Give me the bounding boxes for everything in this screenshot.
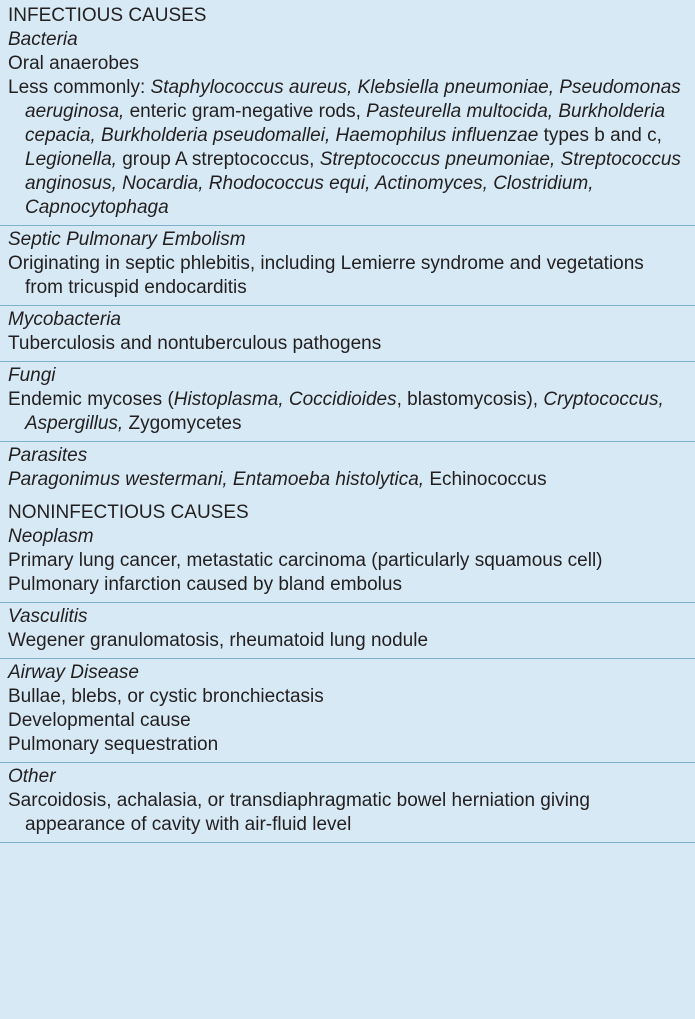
causes-table: INFECTIOUS CAUSES Bacteria Oral anaerobes L… [0,5,695,843]
cause-group: Fungi Endemic mycoses (Histoplasma, Cocci… [0,361,695,441]
group-subheading: Parasites [8,445,88,466]
text-run: group A streptococcus, [116,149,320,170]
cause-group: Parasites Paragonimus westermani, Entamoe… [0,441,695,497]
group-subheading: Vasculitis [8,606,88,627]
cause-entry: Originating in septic phlebitis, includi… [8,252,687,300]
cause-entry: Wegener granulomatosis, rheumatoid lung … [8,629,687,653]
cause-group: Neoplasm Primary lung cancer, metastatic … [0,525,695,602]
cause-group: Airway Disease Bullae, blebs, or cystic b… [0,658,695,762]
text-run: Primary lung cancer, metastatic carcinom… [8,550,603,571]
group-subheading: Septic Pulmonary Embolism [8,229,246,250]
group-subheading: Mycobacteria [8,309,121,330]
text-run: enteric gram-negative rods, [124,101,367,122]
cause-group: Other Sarcoidosis, achalasia, or transdia… [0,762,695,842]
section-heading: NONINFECTIOUS CAUSES [8,502,249,523]
text-run: Less commonly: [8,77,151,98]
text-run: Developmental cause [8,710,191,731]
cause-entry: Bullae, blebs, or cystic bronchiectasis [8,685,687,709]
cause-group: Bacteria Oral anaerobes Less commonly: Sta… [0,28,695,225]
cause-entry: Primary lung cancer, metastatic carcinom… [8,549,687,573]
text-run: Wegener granulomatosis, rheumatoid lung … [8,630,429,651]
group-subheading: Other [8,766,56,787]
cause-entry: Developmental cause [8,709,687,733]
group-subheading: Airway Disease [8,662,139,683]
cause-entry: Oral anaerobes [8,52,687,76]
bottom-rule [0,842,695,843]
cause-entry: Paragonimus westermani, Entamoeba histol… [8,468,687,492]
text-run: Echinococcus [424,469,547,490]
text-run: Tuberculosis and nontuberculous pathogen… [8,333,382,354]
italic-text: Histoplasma, Coccidioides [173,389,397,410]
group-subheading: Fungi [8,365,56,386]
text-run: Oral anaerobes [8,53,139,74]
text-run: , blastomycosis), [396,389,544,410]
cause-group: Septic Pulmonary Embolism Originating in … [0,225,695,305]
text-run: Pulmonary infarction caused by bland emb… [8,574,402,595]
italic-text: Legionella, [25,149,117,170]
group-subheading: Neoplasm [8,526,94,547]
text-run: Originating in septic phlebitis, includi… [8,253,644,298]
text-run: Sarcoidosis, achalasia, or transdiaphrag… [8,790,590,835]
cause-entry: Pulmonary infarction caused by bland emb… [8,573,687,597]
cause-entry: Pulmonary sequestration [8,733,687,757]
italic-text: Paragonimus westermani, Entamoeba histol… [8,469,425,490]
text-run: Bullae, blebs, or cystic bronchiectasis [8,686,324,707]
italic-text: Staphylococcus aureus, Klebsiella pneumo… [25,77,681,122]
cause-entry: Tuberculosis and nontuberculous pathogen… [8,332,687,356]
text-run: Pulmonary sequestration [8,734,219,755]
cause-entry: Less commonly: Staphylococcus aureus, Kl… [8,76,687,220]
italic-text: Streptococcus pneumoniae, Streptococcus … [25,149,681,218]
italic-text: Pasteurella multocida, Burkholderia cepa… [25,101,666,146]
cause-group: Vasculitis Wegener granulomatosis, rheuma… [0,602,695,658]
text-run: Zygomycetes [123,413,242,434]
text-run: Endemic mycoses ( [8,389,174,410]
group-subheading: Bacteria [8,29,78,50]
section-heading: INFECTIOUS CAUSES [8,5,207,26]
cause-entry: Endemic mycoses (Histoplasma, Coccidioid… [8,388,687,436]
cause-entry: Sarcoidosis, achalasia, or transdiaphrag… [8,789,687,837]
italic-text: Cryptococcus, Aspergillus, [25,389,664,434]
text-run: types b and c, [538,125,662,146]
cause-group: Mycobacteria Tuberculosis and nontubercul… [0,305,695,361]
